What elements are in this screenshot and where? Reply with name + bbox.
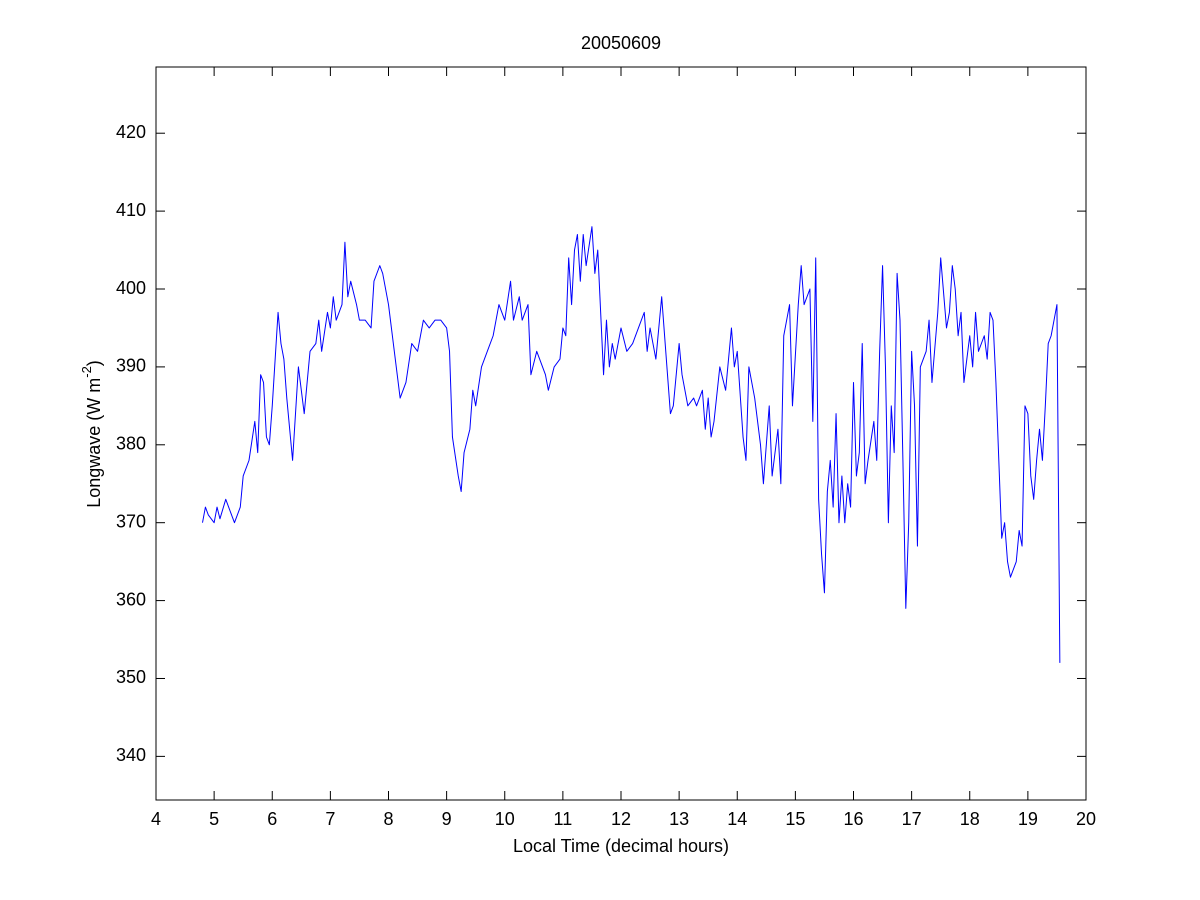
y-tick-label: 390 xyxy=(116,356,146,376)
y-tick-label: 400 xyxy=(116,278,146,298)
x-tick-label: 9 xyxy=(442,809,452,829)
y-tick-label: 360 xyxy=(116,589,146,609)
x-tick-label: 4 xyxy=(151,809,161,829)
x-tick-label: 11 xyxy=(554,809,573,829)
y-tick-label: 340 xyxy=(116,745,146,765)
x-tick-label: 12 xyxy=(611,809,631,829)
x-axis-label: Local Time (decimal hours) xyxy=(513,836,729,856)
x-tick-label: 6 xyxy=(267,809,277,829)
y-axis-label-end: ) xyxy=(84,360,104,366)
x-tick-label: 16 xyxy=(843,809,863,829)
x-tick-label: 5 xyxy=(209,809,219,829)
x-tick-label: 18 xyxy=(960,809,980,829)
data-line xyxy=(202,226,1061,663)
y-tick-label: 380 xyxy=(116,434,146,454)
x-tick-label: 19 xyxy=(1018,809,1038,829)
y-axis-label-text: Longwave (W m xyxy=(84,378,104,508)
x-tick-label: 13 xyxy=(669,809,689,829)
x-tick-label: 17 xyxy=(902,809,922,829)
x-tick-label: 10 xyxy=(495,809,515,829)
x-tick-label: 14 xyxy=(727,809,747,829)
chart-title: 20050609 xyxy=(581,33,661,53)
x-tick-label: 8 xyxy=(383,809,393,829)
y-tick-label: 420 xyxy=(116,122,146,142)
y-tick-label: 370 xyxy=(116,511,146,531)
y-axis-label-exponent: -2 xyxy=(79,366,94,378)
x-tick-label: 15 xyxy=(785,809,805,829)
y-tick-label: 410 xyxy=(116,200,146,220)
y-axis-label: Longwave (W m-2) xyxy=(79,360,103,508)
y-tick-label: 350 xyxy=(116,667,146,687)
x-tick-label: 20 xyxy=(1076,809,1096,829)
x-tick-label: 7 xyxy=(325,809,335,829)
